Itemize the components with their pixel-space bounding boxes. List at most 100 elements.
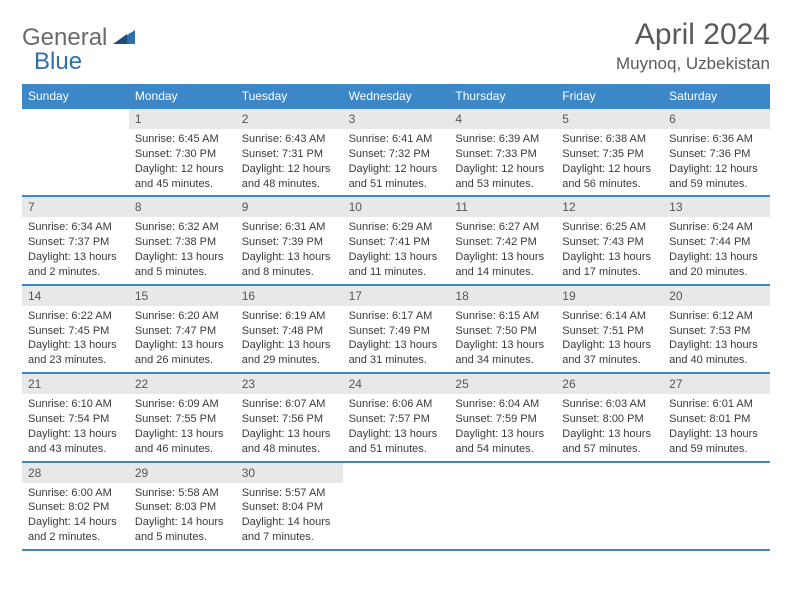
sunrise-text: Sunrise: 6:14 AM (562, 309, 657, 324)
sunrise-text: Sunrise: 6:19 AM (242, 309, 337, 324)
sunset-text: Sunset: 8:03 PM (135, 500, 230, 515)
sunrise-text: Sunrise: 6:09 AM (135, 397, 230, 412)
day-number: 28 (22, 463, 129, 483)
day-cell: 27Sunrise: 6:01 AMSunset: 8:01 PMDayligh… (663, 374, 770, 460)
sunrise-text: Sunrise: 6:41 AM (349, 132, 444, 147)
sunset-text: Sunset: 7:31 PM (242, 147, 337, 162)
day-cell: 25Sunrise: 6:04 AMSunset: 7:59 PMDayligh… (449, 374, 556, 460)
day-info: Sunrise: 6:09 AMSunset: 7:55 PMDaylight:… (129, 394, 236, 456)
day-cell: 18Sunrise: 6:15 AMSunset: 7:50 PMDayligh… (449, 286, 556, 372)
day-cell: 22Sunrise: 6:09 AMSunset: 7:55 PMDayligh… (129, 374, 236, 460)
day-number: 7 (22, 197, 129, 217)
day-cell: 14Sunrise: 6:22 AMSunset: 7:45 PMDayligh… (22, 286, 129, 372)
sunset-text: Sunset: 7:30 PM (135, 147, 230, 162)
daylight-text: Daylight: 13 hours and 57 minutes. (562, 427, 657, 457)
day-number: 12 (556, 197, 663, 217)
day-cell (556, 463, 663, 549)
sunrise-text: Sunrise: 6:32 AM (135, 220, 230, 235)
sunset-text: Sunset: 8:04 PM (242, 500, 337, 515)
sunset-text: Sunset: 8:01 PM (669, 412, 764, 427)
sunrise-text: Sunrise: 6:38 AM (562, 132, 657, 147)
day-number: 23 (236, 374, 343, 394)
sunrise-text: Sunrise: 6:22 AM (28, 309, 123, 324)
sunset-text: Sunset: 8:00 PM (562, 412, 657, 427)
daylight-text: Daylight: 13 hours and 11 minutes. (349, 250, 444, 280)
logo-triangle-icon (113, 28, 135, 49)
day-cell: 30Sunrise: 5:57 AMSunset: 8:04 PMDayligh… (236, 463, 343, 549)
day-info: Sunrise: 6:36 AMSunset: 7:36 PMDaylight:… (663, 129, 770, 191)
sunset-text: Sunset: 7:45 PM (28, 324, 123, 339)
day-cell: 10Sunrise: 6:29 AMSunset: 7:41 PMDayligh… (343, 197, 450, 283)
day-cell: 1Sunrise: 6:45 AMSunset: 7:30 PMDaylight… (129, 109, 236, 195)
sunset-text: Sunset: 7:55 PM (135, 412, 230, 427)
dow-thursday: Thursday (449, 84, 556, 109)
day-cell: 2Sunrise: 6:43 AMSunset: 7:31 PMDaylight… (236, 109, 343, 195)
sunrise-text: Sunrise: 6:03 AM (562, 397, 657, 412)
daylight-text: Daylight: 13 hours and 54 minutes. (455, 427, 550, 457)
sunset-text: Sunset: 7:56 PM (242, 412, 337, 427)
day-number: 2 (236, 109, 343, 129)
sunset-text: Sunset: 7:33 PM (455, 147, 550, 162)
day-number: 30 (236, 463, 343, 483)
day-info: Sunrise: 6:24 AMSunset: 7:44 PMDaylight:… (663, 217, 770, 279)
day-number: 11 (449, 197, 556, 217)
day-info: Sunrise: 6:45 AMSunset: 7:30 PMDaylight:… (129, 129, 236, 191)
logo-line2: Blue (34, 42, 82, 76)
day-info: Sunrise: 6:12 AMSunset: 7:53 PMDaylight:… (663, 306, 770, 368)
sunset-text: Sunset: 7:50 PM (455, 324, 550, 339)
sunrise-text: Sunrise: 6:15 AM (455, 309, 550, 324)
weeks-container: 1Sunrise: 6:45 AMSunset: 7:30 PMDaylight… (22, 109, 770, 551)
sunrise-text: Sunrise: 6:20 AM (135, 309, 230, 324)
day-number: 20 (663, 286, 770, 306)
day-cell: 29Sunrise: 5:58 AMSunset: 8:03 PMDayligh… (129, 463, 236, 549)
sunrise-text: Sunrise: 6:00 AM (28, 486, 123, 501)
daylight-text: Daylight: 13 hours and 43 minutes. (28, 427, 123, 457)
day-info: Sunrise: 6:17 AMSunset: 7:49 PMDaylight:… (343, 306, 450, 368)
day-cell: 11Sunrise: 6:27 AMSunset: 7:42 PMDayligh… (449, 197, 556, 283)
day-number (449, 463, 556, 469)
dow-sunday: Sunday (22, 84, 129, 109)
day-number: 24 (343, 374, 450, 394)
day-cell: 3Sunrise: 6:41 AMSunset: 7:32 PMDaylight… (343, 109, 450, 195)
day-number: 16 (236, 286, 343, 306)
day-info: Sunrise: 6:22 AMSunset: 7:45 PMDaylight:… (22, 306, 129, 368)
day-info: Sunrise: 6:10 AMSunset: 7:54 PMDaylight:… (22, 394, 129, 456)
sunrise-text: Sunrise: 6:25 AM (562, 220, 657, 235)
daylight-text: Daylight: 14 hours and 7 minutes. (242, 515, 337, 545)
day-info: Sunrise: 6:06 AMSunset: 7:57 PMDaylight:… (343, 394, 450, 456)
sunset-text: Sunset: 7:44 PM (669, 235, 764, 250)
day-cell: 4Sunrise: 6:39 AMSunset: 7:33 PMDaylight… (449, 109, 556, 195)
day-number (556, 463, 663, 469)
daylight-text: Daylight: 13 hours and 51 minutes. (349, 427, 444, 457)
week-row: 14Sunrise: 6:22 AMSunset: 7:45 PMDayligh… (22, 286, 770, 374)
daylight-text: Daylight: 12 hours and 48 minutes. (242, 162, 337, 192)
day-info: Sunrise: 6:00 AMSunset: 8:02 PMDaylight:… (22, 483, 129, 545)
day-info: Sunrise: 6:03 AMSunset: 8:00 PMDaylight:… (556, 394, 663, 456)
sunset-text: Sunset: 7:48 PM (242, 324, 337, 339)
daylight-text: Daylight: 12 hours and 59 minutes. (669, 162, 764, 192)
daylight-text: Daylight: 13 hours and 29 minutes. (242, 338, 337, 368)
daylight-text: Daylight: 13 hours and 20 minutes. (669, 250, 764, 280)
day-number: 25 (449, 374, 556, 394)
day-number: 8 (129, 197, 236, 217)
day-cell: 28Sunrise: 6:00 AMSunset: 8:02 PMDayligh… (22, 463, 129, 549)
day-number: 6 (663, 109, 770, 129)
week-row: 21Sunrise: 6:10 AMSunset: 7:54 PMDayligh… (22, 374, 770, 462)
day-info: Sunrise: 6:14 AMSunset: 7:51 PMDaylight:… (556, 306, 663, 368)
location-label: Muynoq, Uzbekistan (616, 54, 770, 74)
day-number: 1 (129, 109, 236, 129)
day-of-week-row: Sunday Monday Tuesday Wednesday Thursday… (22, 84, 770, 109)
sunrise-text: Sunrise: 6:01 AM (669, 397, 764, 412)
sunrise-text: Sunrise: 6:12 AM (669, 309, 764, 324)
sunset-text: Sunset: 7:57 PM (349, 412, 444, 427)
day-number (663, 463, 770, 469)
sunset-text: Sunset: 7:42 PM (455, 235, 550, 250)
sunrise-text: Sunrise: 6:07 AM (242, 397, 337, 412)
month-title: April 2024 (616, 18, 770, 52)
day-cell: 9Sunrise: 6:31 AMSunset: 7:39 PMDaylight… (236, 197, 343, 283)
daylight-text: Daylight: 13 hours and 37 minutes. (562, 338, 657, 368)
day-cell: 24Sunrise: 6:06 AMSunset: 7:57 PMDayligh… (343, 374, 450, 460)
sunset-text: Sunset: 7:47 PM (135, 324, 230, 339)
daylight-text: Daylight: 13 hours and 46 minutes. (135, 427, 230, 457)
sunset-text: Sunset: 7:36 PM (669, 147, 764, 162)
